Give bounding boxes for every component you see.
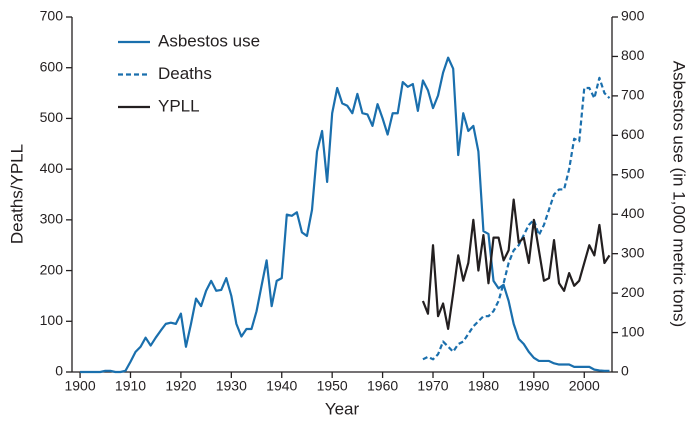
x-tick-label: 1910 <box>115 378 146 394</box>
series-line <box>421 198 611 330</box>
x-axis-label: Year <box>325 399 360 418</box>
y-tick-label: 300 <box>40 211 64 227</box>
y2-tick-label: 100 <box>621 323 645 339</box>
x-tick-label: 2000 <box>569 378 600 394</box>
x-tick-label: 1970 <box>417 378 448 394</box>
y2-tick-label: 0 <box>621 363 629 379</box>
y2-tick-label: 800 <box>621 47 645 63</box>
y-tick-label: 400 <box>40 160 64 176</box>
y2-tick-label: 700 <box>621 87 645 103</box>
y-tick-label: 600 <box>40 58 64 74</box>
y-tick-label: 200 <box>40 261 64 277</box>
legend-label: Asbestos use <box>158 31 260 50</box>
series-line <box>422 76 611 361</box>
y2-tick-label: 200 <box>621 284 645 300</box>
x-tick-label: 1990 <box>518 378 549 394</box>
y2-tick-label: 400 <box>621 205 645 221</box>
x-tick-label: 1980 <box>468 378 499 394</box>
x-tick-label: 1920 <box>165 378 196 394</box>
x-tick-label: 1900 <box>64 378 95 394</box>
y-tick-label: 100 <box>40 312 64 328</box>
x-tick-label: 1940 <box>266 378 297 394</box>
x-tick-label: 1930 <box>216 378 247 394</box>
legend-label: Deaths <box>158 64 212 83</box>
series-line <box>80 56 610 374</box>
y2-axis-label: Asbestos use (in 1,000 metric tons) <box>670 61 689 327</box>
x-tick-label: 1960 <box>367 378 398 394</box>
y2-tick-label: 300 <box>621 244 645 260</box>
y2-tick-label: 900 <box>621 8 645 24</box>
y-tick-label: 0 <box>55 363 63 379</box>
y-tick-label: 500 <box>40 109 64 125</box>
y2-tick-label: 600 <box>621 126 645 142</box>
y-axis-label: Deaths/YPLL <box>7 144 26 244</box>
x-tick-label: 1950 <box>317 378 348 394</box>
y2-tick-label: 500 <box>621 165 645 181</box>
y-tick-label: 700 <box>40 8 64 24</box>
legend-label: YPLL <box>158 96 200 115</box>
